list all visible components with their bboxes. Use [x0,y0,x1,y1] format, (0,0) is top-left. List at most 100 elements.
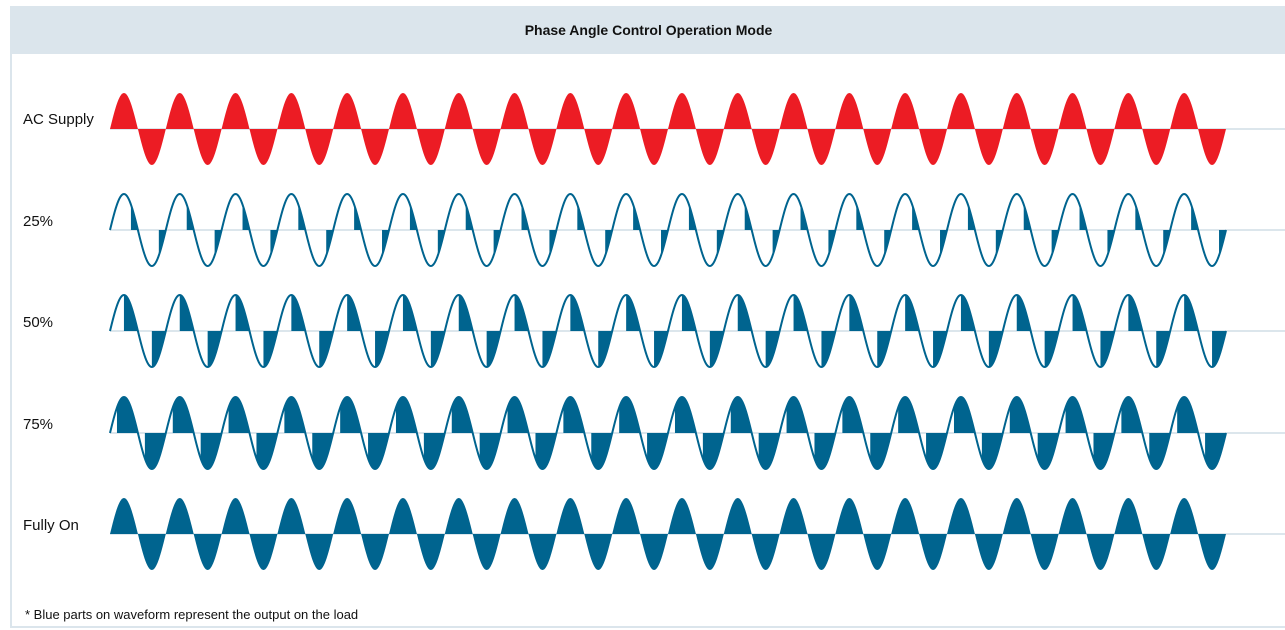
output-segment-3-0-1 [144,433,166,469]
waveform-outline-1 [109,192,1227,268]
output-segment-4-14-0 [891,498,920,534]
output-segment-0-5-1 [416,129,445,165]
output-segment-3-14-1 [926,433,947,469]
output-segment-2-19-1 [1212,331,1226,367]
output-segment-3-6-1 [479,433,501,469]
output-segment-0-19-1 [1198,129,1226,165]
output-segment-4-14-1 [919,534,947,570]
output-segment-2-13-0 [849,295,864,331]
output-segment-4-9-0 [612,498,641,534]
output-segment-4-11-0 [723,498,752,534]
output-segment-0-6-0 [444,93,473,129]
output-segment-2-9-1 [654,331,668,367]
output-segment-0-2-1 [249,129,278,165]
output-segment-2-14-0 [905,295,920,331]
output-segment-3-11-1 [758,433,780,469]
output-segment-0-17-0 [1058,93,1087,129]
output-segment-3-12-0 [786,397,808,433]
row-label-ac-supply: AC Supply [23,111,94,128]
output-segment-0-3-1 [305,129,334,165]
output-segment-3-15-0 [953,397,975,433]
output-segment-2-1-1 [207,331,222,367]
output-segment-2-15-1 [988,331,1003,367]
output-segment-2-14-1 [933,331,947,367]
output-segment-3-14-0 [898,397,920,433]
output-segment-3-19-0 [1177,397,1199,433]
output-segment-3-1-0 [172,397,194,433]
output-segment-0-17-1 [1086,129,1115,165]
output-segment-2-16-0 [1016,295,1031,331]
output-segment-2-11-0 [737,295,752,331]
output-segment-4-4-0 [333,498,362,534]
output-segment-4-5-1 [416,534,445,570]
output-segment-4-9-1 [640,534,668,570]
output-segment-4-19-0 [1170,498,1199,534]
output-segment-2-8-1 [598,331,613,367]
footnote: * Blue parts on waveform represent the o… [25,607,359,622]
output-segment-4-5-0 [389,498,417,534]
output-segment-4-3-0 [277,498,306,534]
output-segment-2-8-0 [570,295,585,331]
output-segment-4-12-1 [807,534,836,570]
output-segment-2-0-1 [151,331,166,367]
output-segment-4-17-0 [1058,498,1087,534]
diagram-title: Phase Angle Control Operation Mode [524,22,773,38]
output-segment-2-3-1 [319,331,334,367]
output-segment-4-7-1 [528,534,557,570]
output-segment-0-18-0 [1114,93,1143,129]
output-segment-0-0-1 [137,129,166,165]
waveform-outline-2 [109,293,1227,369]
output-segment-3-8-0 [563,397,585,433]
output-segment-0-5-0 [389,93,417,129]
output-segment-2-7-0 [514,295,529,331]
row-label-25-percent: 25% [23,213,54,230]
output-segment-4-0-0 [110,498,138,534]
output-segment-0-14-1 [919,129,947,165]
output-segment-0-4-1 [361,129,389,165]
output-segment-2-10-1 [709,331,724,367]
output-segment-3-15-1 [981,433,1003,469]
output-segment-3-13-0 [842,397,864,433]
output-segment-4-6-1 [472,534,501,570]
output-segment-4-10-0 [668,498,696,534]
output-segment-0-12-1 [807,129,836,165]
output-segment-2-4-1 [375,331,389,367]
output-segment-0-15-1 [974,129,1003,165]
output-segment-2-11-1 [765,331,780,367]
output-segment-3-10-0 [674,397,696,433]
output-segment-2-18-1 [1156,331,1171,367]
output-segment-0-10-0 [668,93,696,129]
output-segment-2-17-1 [1100,331,1115,367]
output-segment-3-7-0 [507,397,529,433]
output-segment-4-15-0 [947,498,975,534]
output-segment-2-13-1 [877,331,892,367]
output-segment-3-9-0 [619,397,641,433]
output-segment-4-13-0 [835,498,864,534]
output-segment-2-16-1 [1044,331,1059,367]
output-segment-4-8-0 [556,498,585,534]
output-segment-0-13-0 [835,93,864,129]
output-segment-4-2-0 [221,498,250,534]
output-segment-0-2-0 [221,93,250,129]
output-segment-4-3-1 [305,534,334,570]
output-segment-4-18-1 [1142,534,1171,570]
output-segment-3-19-1 [1205,433,1226,469]
output-segment-0-14-0 [891,93,920,129]
output-segment-2-15-0 [960,295,975,331]
output-segment-4-13-1 [863,534,892,570]
output-segment-2-18-0 [1128,295,1143,331]
output-segment-0-1-0 [165,93,194,129]
output-segment-0-12-0 [779,93,808,129]
output-segment-0-15-0 [947,93,975,129]
output-segment-3-13-1 [870,433,892,469]
output-segment-3-2-1 [256,433,278,469]
output-segment-0-9-1 [640,129,668,165]
output-segment-4-6-0 [444,498,473,534]
output-segment-2-4-0 [347,295,362,331]
output-segment-0-13-1 [863,129,892,165]
output-segment-4-1-0 [165,498,194,534]
output-segment-2-10-0 [681,295,696,331]
output-segment-2-17-0 [1072,295,1087,331]
output-segment-0-6-1 [472,129,501,165]
output-segment-0-9-0 [612,93,641,129]
